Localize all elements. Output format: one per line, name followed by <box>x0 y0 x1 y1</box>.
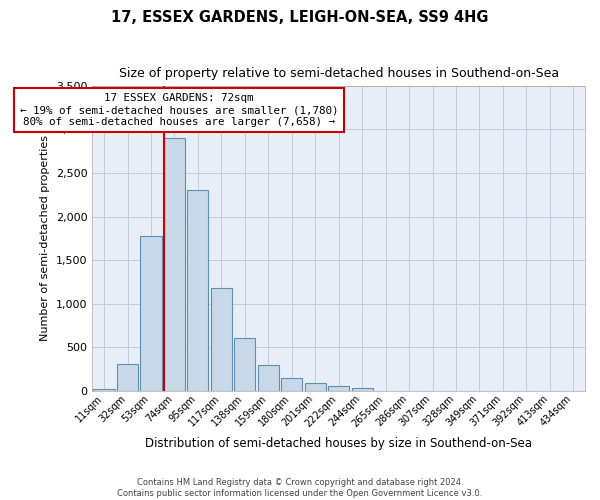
Bar <box>187 190 208 391</box>
Bar <box>258 365 279 391</box>
Text: 17, ESSEX GARDENS, LEIGH-ON-SEA, SS9 4HG: 17, ESSEX GARDENS, LEIGH-ON-SEA, SS9 4HG <box>111 10 489 25</box>
Bar <box>164 138 185 391</box>
Bar <box>117 364 138 391</box>
Bar <box>305 383 326 391</box>
Text: 17 ESSEX GARDENS: 72sqm
← 19% of semi-detached houses are smaller (1,780)
80% of: 17 ESSEX GARDENS: 72sqm ← 19% of semi-de… <box>20 94 338 126</box>
X-axis label: Distribution of semi-detached houses by size in Southend-on-Sea: Distribution of semi-detached houses by … <box>145 437 532 450</box>
Bar <box>328 386 349 391</box>
Text: Contains HM Land Registry data © Crown copyright and database right 2024.
Contai: Contains HM Land Registry data © Crown c… <box>118 478 482 498</box>
Bar <box>352 388 373 391</box>
Bar <box>94 389 115 391</box>
Y-axis label: Number of semi-detached properties: Number of semi-detached properties <box>40 136 50 342</box>
Bar <box>281 378 302 391</box>
Bar <box>140 236 161 391</box>
Title: Size of property relative to semi-detached houses in Southend-on-Sea: Size of property relative to semi-detach… <box>119 68 559 80</box>
Bar <box>234 338 256 391</box>
Bar <box>211 288 232 391</box>
